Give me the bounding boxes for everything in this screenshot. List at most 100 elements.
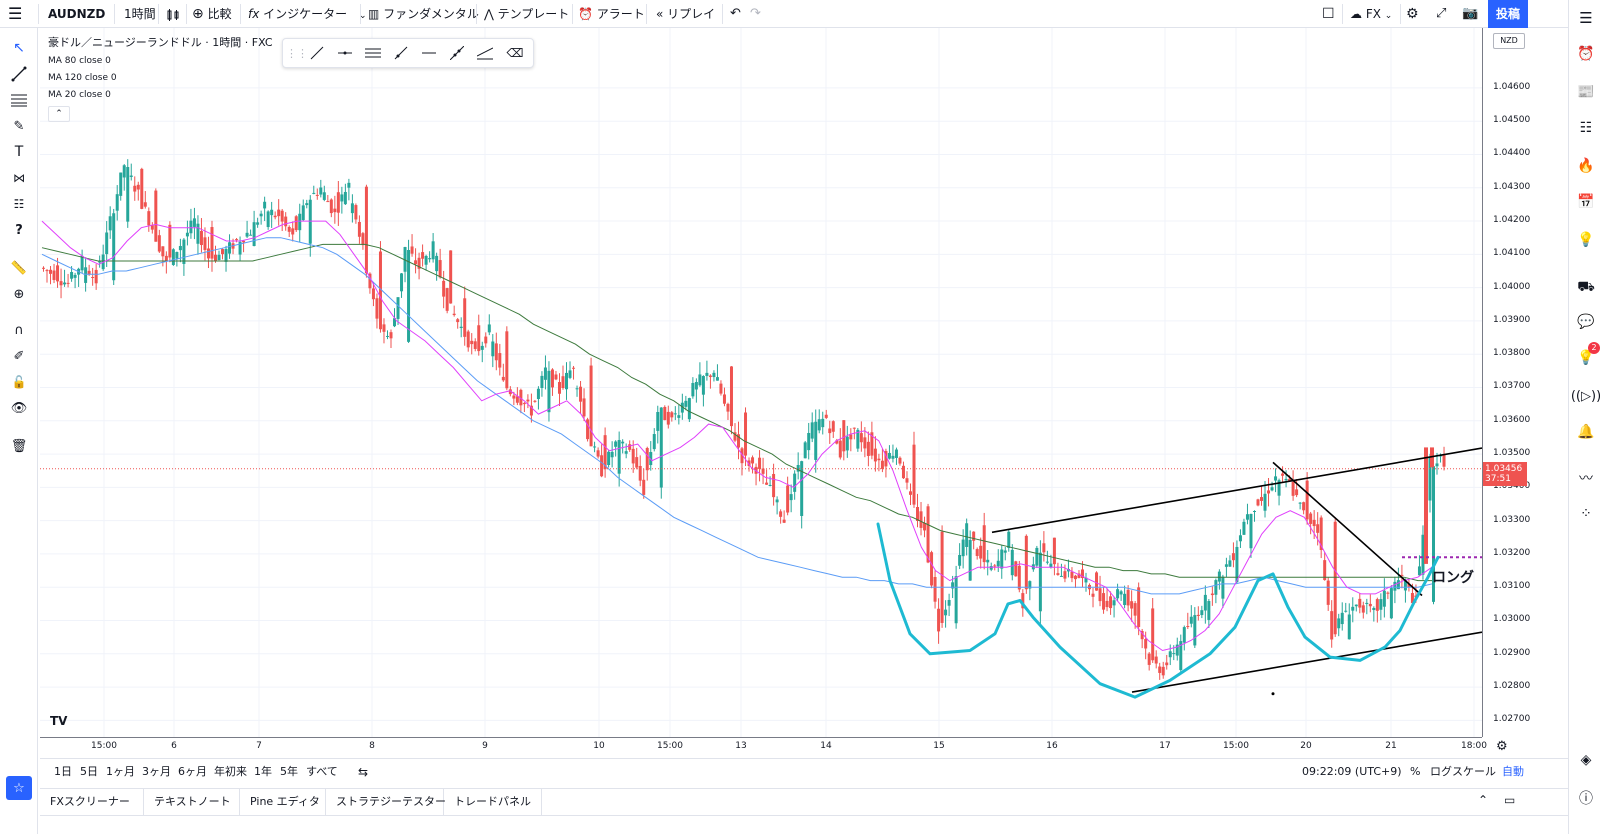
trendline-icon[interactable] — [6, 62, 32, 86]
regression-channel-icon[interactable] — [475, 43, 495, 63]
price-axis[interactable]: NZD 1.04600 1.04500 1.04400 1.04300 1.04200 1… — [1482, 28, 1568, 737]
prediction-icon[interactable]: ☷ — [13, 197, 25, 211]
axis-settings-gear-icon[interactable]: ⚙ — [1496, 739, 1508, 754]
cursor-icon[interactable]: ↖ — [13, 40, 25, 56]
help-circle-icon[interactable]: ⓘ — [1579, 791, 1593, 807]
panel-tab[interactable]: FXスクリーナー — [40, 789, 144, 815]
redo-icon[interactable]: ↷ — [750, 6, 761, 21]
settings-gear-icon[interactable]: ⚙ — [1406, 6, 1419, 22]
chat-icon[interactable]: 💬 — [1577, 314, 1595, 330]
eraser-icon[interactable]: ⌫ — [506, 46, 524, 60]
horizontal-ray-icon[interactable] — [335, 43, 355, 63]
symbol-search[interactable]: AUDNZD — [48, 7, 106, 21]
horizontal-line-icon[interactable] — [419, 43, 439, 63]
data-window-icon[interactable]: ☷ — [1579, 120, 1593, 136]
trash-icon[interactable]: 🗑 — [10, 438, 28, 454]
eye-icon[interactable]: 👁 — [10, 400, 28, 416]
compare-button[interactable]: ⊕ 比較 — [192, 6, 232, 22]
watchlist-icon[interactable]: ☰ — [1579, 9, 1593, 27]
trendline-tool-icon[interactable] — [307, 43, 327, 63]
price-tick-label: 1.04300 — [1493, 181, 1531, 192]
currency-selector[interactable]: NZD — [1493, 33, 1525, 49]
fullscreen-icon[interactable]: ⤢ — [1436, 6, 1447, 21]
drag-handle-icon[interactable]: ⋮⋮ — [286, 46, 308, 60]
price-tick-label: 1.03900 — [1493, 314, 1531, 325]
candle-body — [143, 202, 147, 207]
panel-tab[interactable]: ストラテジーテスター — [326, 789, 446, 815]
candle-body — [196, 223, 200, 244]
fundamentals-button[interactable]: ▥ ファンダメンタル — [368, 7, 479, 21]
hotlists-icon[interactable]: 🔥 — [1577, 158, 1595, 174]
calendar-icon[interactable]: 📅 — [1577, 194, 1595, 210]
range-button[interactable]: 5年 — [280, 765, 298, 778]
range-button[interactable]: 1年 — [254, 765, 272, 778]
long-annotation[interactable]: ロング — [1432, 570, 1474, 587]
help-icon[interactable]: ? — [15, 222, 23, 238]
lock-icon[interactable]: 🔓 — [11, 375, 27, 389]
news-icon[interactable]: 📰 — [1577, 84, 1595, 100]
bell-icon[interactable]: 🔔 — [1577, 424, 1595, 440]
alert-button[interactable]: ⏰ アラート — [578, 7, 645, 21]
chart-pane[interactable]: 豪ドル／ニュージーランドドル · 1時間 · FXC MA 80 close 0… — [40, 28, 1482, 737]
magnet-icon[interactable]: ∩ — [14, 322, 24, 338]
layout-selector[interactable]: ☁ FX ⌄ — [1350, 7, 1393, 21]
panel-tab[interactable]: トレードパネル — [444, 789, 542, 815]
ray-icon[interactable] — [391, 43, 411, 63]
fib-retracement-icon[interactable] — [6, 88, 32, 112]
lock-drawing-icon[interactable]: ✐ — [13, 348, 25, 364]
time-axis[interactable]: 15:00 6 7 8 9 10 15:00 13 14 15 16 17 15:00 20 21 18:00 — [40, 737, 1487, 757]
range-button[interactable]: 年初来 — [214, 765, 247, 778]
range-button[interactable]: 1日 — [54, 765, 72, 778]
templates-button[interactable]: ⋀ テンプレート — [484, 7, 570, 21]
extended-line-icon[interactable] — [447, 43, 467, 63]
publish-button[interactable]: 投稿 — [1488, 0, 1528, 28]
panel-tab[interactable]: テキストノート — [144, 789, 240, 815]
dots-grid-icon[interactable]: ⁘ — [1580, 506, 1592, 522]
pattern-icon[interactable]: ⋈ — [13, 171, 25, 185]
maximize-panel-icon[interactable]: ▭ — [1504, 793, 1516, 807]
notifications-icon[interactable]: 💡 2 — [1574, 342, 1600, 370]
range-button[interactable]: 3ヶ月 — [142, 765, 171, 778]
ma80-legend[interactable]: MA 80 close 0 — [48, 56, 111, 66]
camera-icon[interactable]: 📷 — [1462, 6, 1479, 21]
brush-icon[interactable]: ✎ — [13, 118, 25, 134]
broadcast-icon[interactable]: ((▷)) — [1570, 388, 1600, 404]
ideas-bulb-icon[interactable]: 💡 — [1577, 232, 1595, 248]
collapse-legend-icon[interactable]: ⌃ — [48, 106, 70, 122]
price-chart[interactable] — [40, 28, 1482, 737]
zoom-icon[interactable]: ⊕ — [13, 286, 25, 302]
streams-icon[interactable]: ⛟ — [1577, 279, 1595, 295]
candle-body — [1070, 571, 1074, 579]
alarm-clock-icon[interactable]: ⏰ — [1577, 46, 1595, 62]
candle-body — [526, 399, 530, 402]
interval-selector[interactable]: 1時間 — [124, 7, 156, 21]
auto-scale-toggle[interactable]: 自動 — [1502, 765, 1524, 778]
candle-body — [119, 172, 123, 196]
parallel-channel-icon[interactable] — [363, 43, 383, 63]
fullscreen-layout-icon[interactable]: ☐ — [1322, 6, 1335, 22]
menu-icon[interactable]: ☰ — [8, 4, 23, 23]
range-button[interactable]: 1ヶ月 — [106, 765, 135, 778]
log-scale-toggle[interactable]: ログスケール — [1430, 765, 1496, 778]
ma20-legend[interactable]: MA 20 close 0 — [48, 90, 111, 100]
replay-button[interactable]: « リプレイ — [656, 7, 716, 21]
range-button[interactable]: すべて — [306, 765, 338, 778]
candle-body — [765, 482, 769, 485]
panel-tab[interactable]: Pine エディタ — [240, 789, 326, 815]
clock-display[interactable]: 09:22:09 (UTC+9) — [1302, 765, 1402, 778]
trend-icon[interactable]: 〰 — [1579, 471, 1593, 487]
ruler-icon[interactable]: 📏 — [10, 260, 28, 276]
range-button[interactable]: 6ヶ月 — [178, 765, 207, 778]
text-icon[interactable]: T — [14, 144, 24, 160]
range-button[interactable]: 5日 — [80, 765, 98, 778]
percent-toggle[interactable]: % — [1410, 765, 1421, 778]
chart-type-icon[interactable] — [166, 0, 180, 28]
ma120-legend[interactable]: MA 120 close 0 — [48, 73, 117, 83]
goto-date-icon[interactable]: ⇆ — [358, 765, 369, 779]
candle-body — [1165, 662, 1169, 666]
undo-icon[interactable]: ↶ — [730, 6, 741, 21]
layers-icon[interactable]: ◈ — [1580, 752, 1592, 768]
indicators-button[interactable]: fx インジケーター ⌄ — [248, 7, 367, 21]
favorites-star-icon[interactable]: ☆ — [6, 776, 32, 800]
collapse-panel-icon[interactable]: ⌃ — [1478, 793, 1489, 807]
